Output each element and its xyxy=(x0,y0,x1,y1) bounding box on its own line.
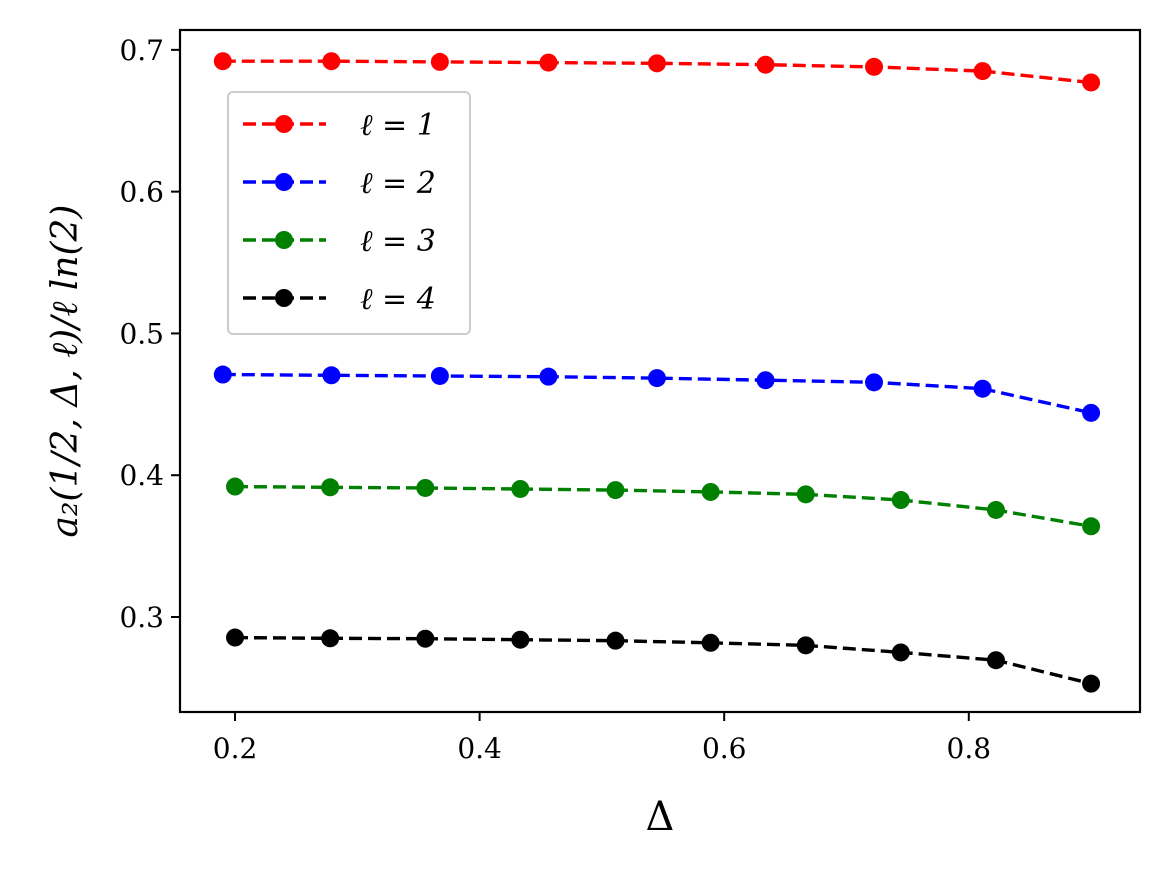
data-point xyxy=(606,481,625,500)
data-point xyxy=(796,485,815,504)
data-point xyxy=(701,633,720,652)
data-point xyxy=(701,482,720,501)
y-axis: 0.3 0.4 0.5 0.6 0.7 xyxy=(119,34,180,634)
legend-item: ℓ = 2 xyxy=(243,166,436,201)
y-tick-label: 0.5 xyxy=(119,317,164,350)
data-point xyxy=(756,371,775,390)
data-point xyxy=(756,55,775,74)
data-point xyxy=(973,62,992,81)
data-point xyxy=(973,379,992,398)
data-point xyxy=(1082,517,1101,536)
legend: ℓ = 1 ℓ = 2 ℓ = 3 ℓ = 4 xyxy=(227,91,471,335)
series-line xyxy=(222,372,1092,415)
data-point xyxy=(213,52,232,71)
series-layer xyxy=(213,52,1101,693)
plot-frame xyxy=(178,28,1142,714)
y-tick-label: 0.7 xyxy=(119,34,164,67)
y-axis-label: a₂(1/2, Δ, ℓ)/ℓ ln(2) xyxy=(45,205,86,538)
legend-swatch-marker xyxy=(275,289,293,307)
data-point xyxy=(321,478,340,497)
x-tick-label: 0.8 xyxy=(947,732,992,765)
legend-item: ℓ = 4 xyxy=(243,282,436,317)
data-point xyxy=(416,629,435,648)
data-point xyxy=(1082,403,1101,422)
legend-swatch-marker xyxy=(275,115,293,133)
data-point xyxy=(511,630,530,649)
series-3 xyxy=(226,477,1101,536)
legend-swatch-marker xyxy=(275,173,293,191)
legend-label: ℓ = 1 xyxy=(360,108,436,143)
data-point xyxy=(606,631,625,650)
legend-item: ℓ = 1 xyxy=(243,108,436,143)
data-point xyxy=(865,57,884,76)
data-point xyxy=(647,369,666,388)
data-point xyxy=(891,643,910,662)
y-tick-label: 0.3 xyxy=(119,601,164,634)
data-point xyxy=(647,54,666,73)
legend-box xyxy=(227,91,471,335)
data-point xyxy=(430,52,449,71)
legend-label: ℓ = 2 xyxy=(360,166,436,201)
data-point xyxy=(891,491,910,510)
data-point xyxy=(1082,674,1101,693)
x-axis: 0.2 0.4 0.6 0.8 xyxy=(213,712,991,765)
data-point xyxy=(430,366,449,385)
data-point xyxy=(796,636,815,655)
data-point xyxy=(511,479,530,498)
y-tick-label: 0.4 xyxy=(119,459,164,492)
x-axis-label: Δ xyxy=(646,794,675,840)
data-point xyxy=(226,628,245,647)
series-line xyxy=(234,484,1092,528)
data-point xyxy=(322,366,341,385)
series-line xyxy=(234,635,1092,686)
data-point xyxy=(539,53,558,72)
data-point xyxy=(539,367,558,386)
data-point xyxy=(1082,73,1101,92)
y-tick-label: 0.6 xyxy=(119,176,164,209)
data-point xyxy=(322,52,341,71)
legend-label: ℓ = 4 xyxy=(360,282,436,317)
legend-swatch-marker xyxy=(275,231,293,249)
x-tick-label: 0.2 xyxy=(213,732,258,765)
legend-item: ℓ = 3 xyxy=(243,224,436,259)
data-point xyxy=(226,477,245,496)
legend-label: ℓ = 3 xyxy=(360,224,436,259)
series-4 xyxy=(226,628,1101,693)
data-point xyxy=(986,651,1005,670)
x-tick-label: 0.4 xyxy=(457,732,502,765)
data-point xyxy=(986,500,1005,519)
series-1 xyxy=(213,52,1101,92)
data-point xyxy=(321,629,340,648)
series-2 xyxy=(213,365,1101,422)
data-point xyxy=(416,478,435,497)
data-point xyxy=(865,373,884,392)
x-tick-label: 0.6 xyxy=(702,732,747,765)
data-point xyxy=(213,365,232,384)
series-line xyxy=(222,59,1092,85)
